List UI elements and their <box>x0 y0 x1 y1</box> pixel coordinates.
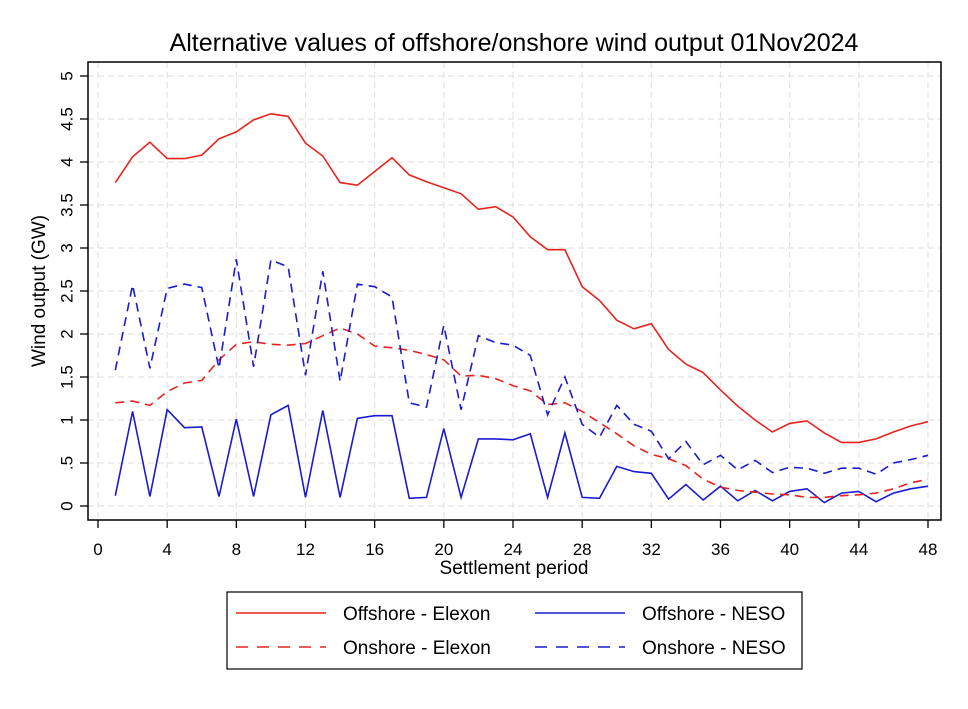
x-tick-label: 28 <box>573 540 592 559</box>
y-tick-label: 3 <box>57 243 76 252</box>
y-tick-label: 2 <box>57 329 76 338</box>
series-line-onshore-elexon <box>115 327 929 499</box>
x-tick-label: 12 <box>296 540 315 559</box>
legend-label: Offshore - Elexon <box>343 604 491 625</box>
x-tick-label: 0 <box>93 540 102 559</box>
x-tick-label: 24 <box>504 540 523 559</box>
y-axis-label: Wind output (GW) <box>29 215 50 367</box>
y-tick-label: 2.5 <box>57 279 76 303</box>
y-tick-label: 3.5 <box>57 193 76 217</box>
series-line-onshore-neso <box>114 258 929 476</box>
x-tick-label: 36 <box>711 540 730 559</box>
chart-title: Alternative values of offshore/onshore w… <box>170 29 859 57</box>
data-series <box>114 112 929 504</box>
y-tick-label: 0 <box>57 501 76 510</box>
y-tick-label: 1.5 <box>57 365 76 389</box>
legend <box>226 591 803 670</box>
legend-label: Onshore - Elexon <box>343 638 491 659</box>
x-axis-label: Settlement period <box>440 558 589 579</box>
x-tick-label: 8 <box>232 540 241 559</box>
x-tick-label: 40 <box>780 540 799 559</box>
axes: 0.511.522.533.544.550 4 8 12 16 20 24 28 32 36 40 4… <box>57 71 937 559</box>
series-line-offshore-neso <box>114 404 929 504</box>
x-tick-label: 44 <box>849 540 868 559</box>
grid-lines <box>88 62 941 520</box>
x-tick-label: 20 <box>434 540 453 559</box>
x-tick-label: 48 <box>919 540 938 559</box>
y-tick-label: 1 <box>57 415 76 424</box>
y-tick-label: 5 <box>57 71 76 80</box>
x-tick-label: 4 <box>162 540 171 559</box>
y-tick-label: .5 <box>57 456 76 470</box>
y-tick-label: 4 <box>57 157 76 166</box>
x-tick-label: 32 <box>642 540 661 559</box>
x-tick-label: 16 <box>365 540 384 559</box>
legend-entries: Offshore - Elexon Offshore - NESO Onshore … <box>236 604 786 659</box>
series-line-offshore-elexon <box>114 112 929 444</box>
y-tick-label: 4.5 <box>57 107 76 131</box>
legend-label: Onshore - NESO <box>642 638 786 659</box>
legend-label: Offshore - NESO <box>642 604 785 625</box>
